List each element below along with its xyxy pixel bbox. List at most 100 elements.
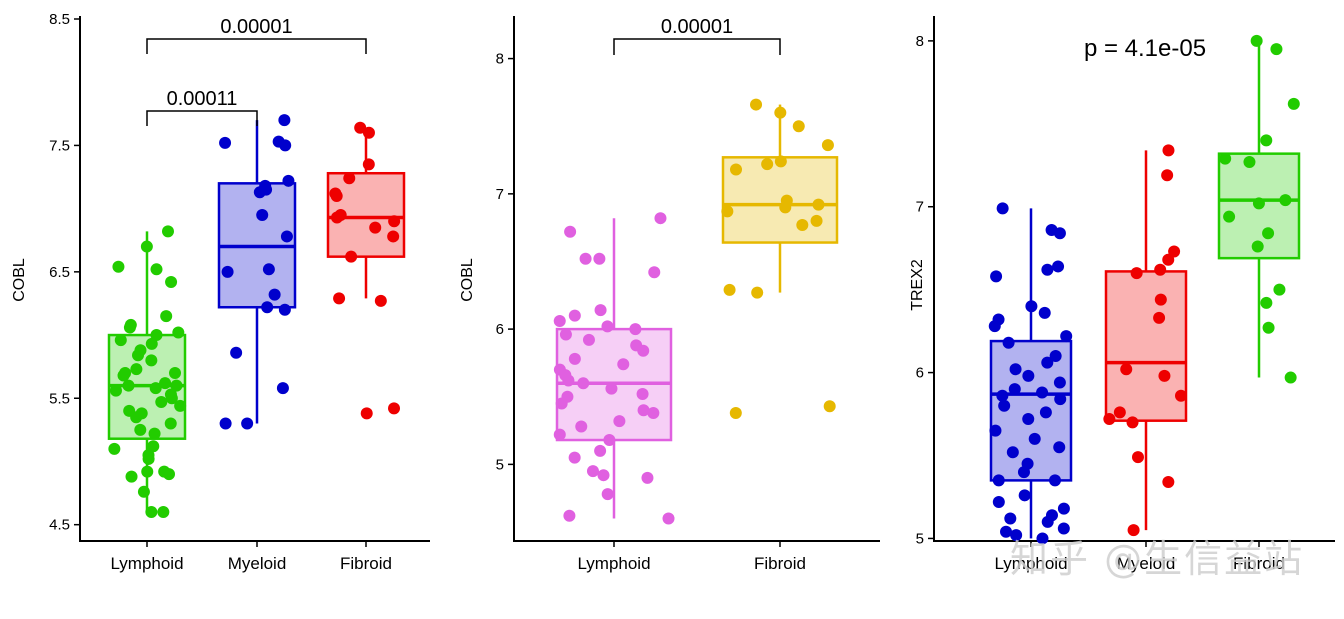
data-point <box>130 363 143 376</box>
x-tick-label-myeloid: Myeloid <box>228 554 287 573</box>
box-myeloid <box>217 120 297 424</box>
data-point <box>150 329 163 342</box>
x-tick-label-fibroid: Fibroid <box>340 554 392 573</box>
data-point <box>278 114 291 127</box>
points-fibroid <box>1219 34 1300 384</box>
data-point <box>996 202 1009 215</box>
significance-bracket <box>146 38 367 54</box>
data-point <box>259 179 272 192</box>
data-point <box>1038 306 1051 319</box>
data-point <box>1021 457 1034 470</box>
data-point <box>577 377 590 390</box>
data-point <box>780 194 793 207</box>
panel-lymphoid-myeloid-fibroid-cobl: 4.5 5.5 6.5 7.5 8.5 COBL Lymphoid Myeloid Fibroi… <box>11 11 430 573</box>
data-point <box>122 379 135 392</box>
points-lymphoid <box>108 225 187 519</box>
data-point <box>1251 240 1264 253</box>
data-point <box>147 440 160 453</box>
y-tick-label: 8 <box>916 33 924 50</box>
data-point <box>637 404 650 417</box>
data-point <box>721 205 734 218</box>
data-point <box>601 488 614 501</box>
data-point <box>630 339 643 352</box>
data-point <box>276 382 289 395</box>
data-point <box>170 379 183 392</box>
data-point <box>1041 263 1054 276</box>
data-point <box>989 424 1002 437</box>
data-point <box>1260 134 1273 147</box>
data-point <box>1153 311 1166 324</box>
data-point <box>1279 194 1292 207</box>
data-point <box>579 252 592 265</box>
data-point <box>796 218 809 231</box>
panel-lymphoid-fibroid-cobl: 5 6 7 8 COBL Lymphoid Fibroid 0.00001 <box>459 16 880 573</box>
data-point <box>1132 451 1145 464</box>
data-point <box>1049 350 1062 362</box>
data-point <box>559 328 572 341</box>
data-point <box>613 415 626 428</box>
y-axis-label: TREX2 <box>909 259 926 311</box>
data-point <box>575 420 588 433</box>
data-point <box>160 310 173 323</box>
significance-bracket <box>146 110 258 126</box>
data-point <box>161 225 174 238</box>
data-point <box>164 417 177 430</box>
data-point <box>345 250 358 263</box>
panel-trex2: 5 6 7 8 TREX2 Lymphoid Myeloid Fibroid p = 4.1e-… <box>909 16 1335 573</box>
data-point <box>654 212 667 225</box>
data-point <box>1045 509 1058 522</box>
data-point <box>137 485 150 498</box>
data-point <box>158 465 171 478</box>
data-point <box>792 120 805 133</box>
data-point <box>998 399 1011 412</box>
data-point <box>1126 416 1139 429</box>
data-point <box>1022 369 1035 382</box>
points-lymphoid <box>553 212 675 525</box>
y-tick-label: 6 <box>496 321 504 338</box>
data-point <box>561 390 574 403</box>
data-point <box>648 266 661 279</box>
data-point <box>134 344 147 357</box>
x-tick-label-myeloid: Myeloid <box>1117 554 1176 573</box>
data-point <box>1260 296 1273 309</box>
data-point <box>140 240 153 253</box>
data-point <box>1161 169 1174 182</box>
data-point <box>636 388 649 401</box>
data-point <box>1041 356 1054 369</box>
data-point <box>123 404 136 417</box>
data-point <box>148 427 161 440</box>
data-point <box>164 388 177 401</box>
box-lymphoid <box>555 218 673 519</box>
y-tick-label: 7 <box>916 199 924 216</box>
data-point <box>996 389 1009 402</box>
data-point <box>1049 474 1062 487</box>
data-point <box>124 318 137 331</box>
data-point <box>354 121 367 134</box>
data-point <box>553 363 566 376</box>
data-point <box>1053 376 1066 389</box>
y-tick-label: 5 <box>916 530 924 547</box>
points-myeloid <box>1103 144 1188 537</box>
data-point <box>593 252 606 265</box>
data-point <box>388 402 401 415</box>
data-point <box>1154 293 1167 306</box>
data-point <box>165 275 178 288</box>
significance-label: 0.00001 <box>220 16 292 38</box>
watermark-text: 知乎 @生信益站 <box>1010 537 1305 581</box>
data-point <box>1060 330 1073 343</box>
data-point <box>145 354 158 367</box>
data-point <box>262 263 275 276</box>
data-point <box>1006 446 1019 459</box>
data-point <box>369 221 382 234</box>
data-point <box>1053 441 1066 454</box>
data-point <box>150 263 163 276</box>
data-point <box>1057 522 1070 535</box>
data-point <box>568 309 581 322</box>
data-point <box>605 382 618 395</box>
y-tick-label: 7 <box>496 186 504 203</box>
data-point <box>387 230 400 243</box>
data-point <box>1162 476 1175 489</box>
data-point <box>761 158 774 171</box>
